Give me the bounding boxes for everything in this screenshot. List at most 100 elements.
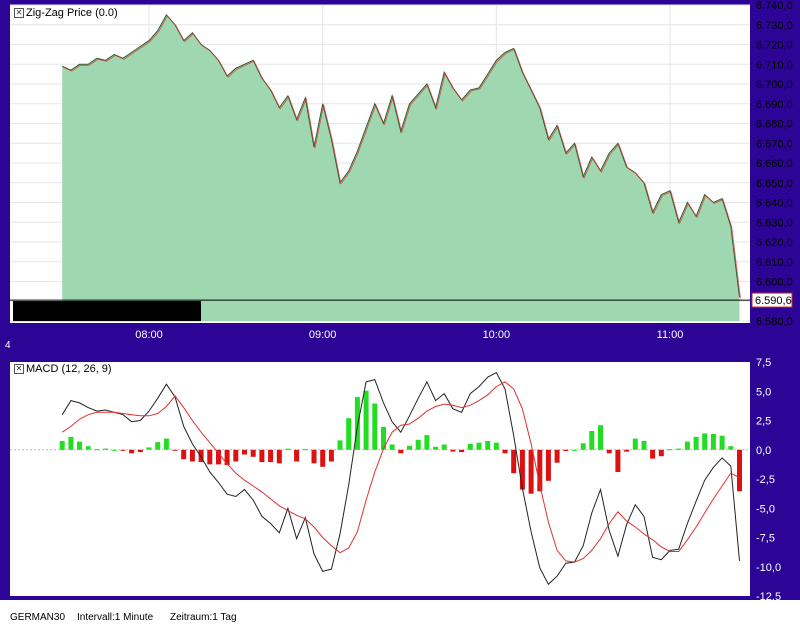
macd-histogram-bar (85, 446, 91, 450)
macd-y-tick: -10,0 (756, 562, 781, 574)
macd-histogram-bar (68, 436, 74, 450)
macd-histogram-bar (459, 449, 465, 453)
price-y-tick: 6.700,0 (756, 79, 793, 91)
macd-histogram-bar (415, 439, 421, 450)
macd-histogram-bar (155, 442, 161, 450)
macd-y-tick: 5,0 (756, 386, 771, 398)
price-y-tick: 6.630,0 (756, 217, 793, 229)
macd-histogram-bar (511, 449, 517, 474)
macd-histogram-bar (407, 445, 412, 450)
interval-label: Intervall:1 Minute (77, 612, 154, 623)
macd-histogram-bar (710, 434, 716, 450)
price-chart-title: ✕ Zig-Zag Price (0.0) (12, 7, 120, 19)
macd-histogram-bar (572, 449, 577, 451)
macd-title-text: MACD (12, 26, 9) (26, 363, 112, 375)
price-area (62, 14, 740, 322)
range-label: Zeitraum:1 Tag (170, 612, 237, 623)
macd-histogram-bar (137, 449, 143, 453)
macd-histogram-bar (354, 397, 360, 450)
macd-histogram-bar (207, 449, 213, 465)
macd-histogram-bar (667, 449, 673, 451)
price-y-tick: 6.740,0 (756, 0, 793, 12)
price-y-tick: 6.640,0 (756, 198, 793, 210)
macd-histogram-bar (719, 435, 725, 450)
macd-histogram-bar (276, 449, 282, 464)
macd-histogram-bar (624, 449, 630, 452)
hidden-price-bar (13, 301, 201, 322)
price-y-tick: 6.720,0 (756, 40, 793, 52)
close-box-icon[interactable]: ✕ (14, 8, 24, 19)
macd-histogram-bar (728, 446, 734, 450)
price-y-tick: 6.710,0 (756, 59, 793, 71)
macd-histogram-bar (381, 426, 386, 450)
price-y-tick: 6.730,0 (756, 20, 793, 32)
macd-histogram-bar (389, 444, 395, 450)
macd-histogram-bar (580, 443, 586, 450)
macd-histogram-bar (441, 444, 447, 450)
macd-histogram-bar (242, 449, 247, 455)
macd-chart: 7,55,02,50,0-2,5-5,0-7,5-10,0-12,5 (10, 357, 781, 603)
macd-histogram-bar (398, 449, 404, 454)
price-y-tick: 6.680,0 (756, 119, 793, 131)
price-title-text: Zig-Zag Price (0.0) (26, 7, 118, 19)
macd-histogram-bar (737, 449, 742, 492)
price-y-tick: 6.660,0 (756, 158, 793, 170)
macd-histogram-bar (450, 449, 456, 452)
macd-y-tick: 2,5 (756, 416, 771, 428)
macd-histogram-bar (181, 449, 187, 460)
macd-histogram-bar (598, 425, 603, 450)
macd-histogram-bar (268, 449, 274, 463)
macd-histogram-bar (528, 449, 534, 494)
price-y-tick: 6.670,0 (756, 138, 793, 150)
macd-histogram-bar (250, 449, 256, 457)
macd-histogram-bar (94, 449, 100, 451)
macd-histogram-bar (363, 390, 369, 450)
macd-histogram-bar (519, 449, 525, 490)
macd-histogram-bar (476, 442, 482, 450)
macd-histogram-bar (676, 448, 682, 450)
macd-histogram-bar (233, 449, 239, 462)
macd-histogram-bar (259, 449, 265, 463)
price-y-tick: 6.600,0 (756, 277, 793, 289)
macd-y-tick: -2,5 (756, 474, 775, 486)
macd-line (61, 371, 740, 586)
macd-histogram-bar (606, 449, 612, 454)
close-box-icon[interactable]: ✕ (14, 364, 24, 375)
macd-histogram-bar (684, 441, 690, 450)
macd-histogram-bar (424, 435, 430, 450)
price-x-tick: 08:00 (135, 329, 163, 341)
macd-histogram-bar (294, 449, 300, 462)
macd-histogram-bar (77, 441, 82, 450)
macd-histogram-bar (111, 449, 117, 451)
pane-index: 4 (5, 340, 11, 351)
price-y-tick: 6.610,0 (756, 257, 793, 269)
macd-histogram-bar (103, 448, 109, 450)
price-y-tick: 6.650,0 (756, 178, 793, 190)
macd-histogram-bar (337, 440, 343, 450)
price-x-tick: 11:00 (657, 329, 684, 341)
macd-histogram-bar (216, 449, 221, 465)
price-y-tick: 6.580,0 (756, 316, 793, 328)
zigzag-line (63, 15, 741, 299)
macd-histogram-bar (372, 403, 378, 450)
macd-histogram-bar (120, 449, 126, 451)
macd-histogram-bar (163, 438, 169, 450)
price-y-tick: 6.690,0 (756, 99, 793, 111)
macd-chart-panel[interactable] (10, 362, 750, 596)
macd-histogram-bar (658, 449, 664, 457)
macd-histogram-bar (467, 443, 473, 450)
macd-histogram-bar (554, 449, 560, 463)
macd-histogram-bar (172, 449, 178, 451)
macd-histogram-bar (285, 448, 291, 450)
macd-histogram-bar (545, 449, 551, 481)
price-chart: 6.580,06.590,06.600,06.610,06.620,06.630… (10, 0, 793, 341)
macd-histogram-bar (693, 436, 699, 450)
macd-histogram-bar (311, 449, 317, 464)
macd-histogram-bar (302, 449, 308, 451)
macd-histogram-bar (224, 449, 230, 465)
macd-y-tick: 0,0 (756, 445, 771, 457)
macd-histogram-bar (615, 449, 621, 472)
macd-y-tick: 7,5 (756, 357, 771, 369)
status-bar: GERMAN30 Intervall:1 Minute Zeitraum:1 T… (0, 600, 800, 625)
macd-histogram-bar (702, 433, 708, 450)
